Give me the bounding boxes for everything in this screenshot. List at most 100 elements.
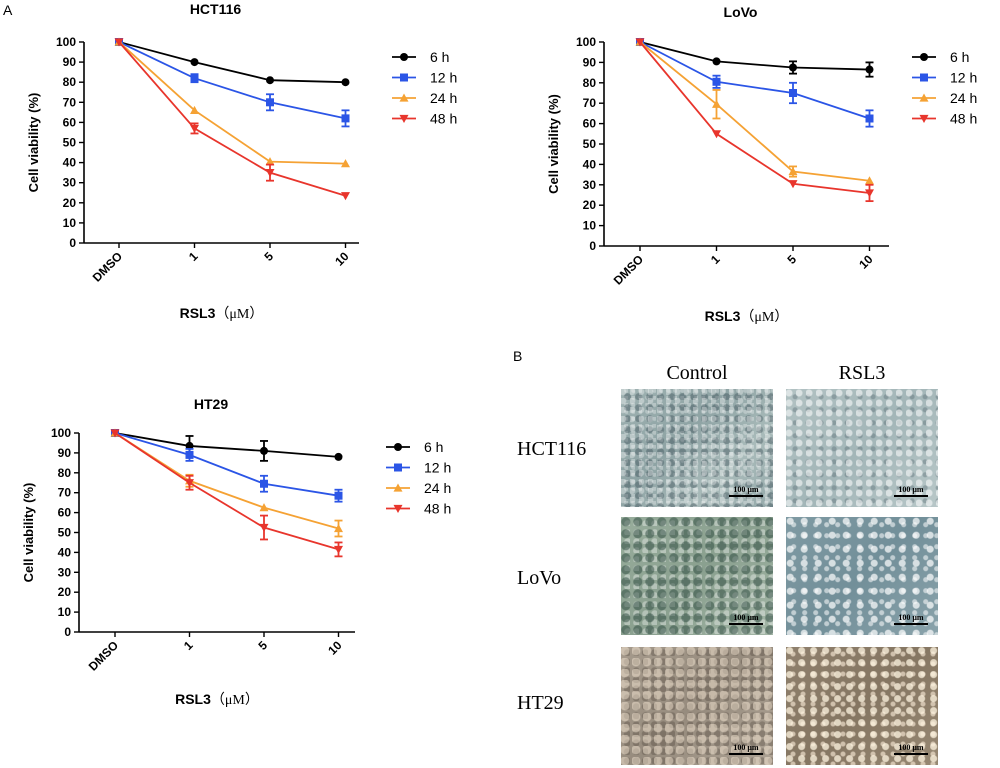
legend-item-12-h: 12 h bbox=[386, 460, 451, 476]
legend-label-48-h: 48 h bbox=[424, 501, 451, 517]
micrograph-hct116-control: 100 μm bbox=[621, 389, 773, 507]
series-line-48-h bbox=[114, 432, 339, 551]
series-12-h bbox=[111, 429, 343, 503]
series-line-12-h bbox=[639, 41, 870, 120]
series-24-h bbox=[635, 37, 874, 185]
x-tick-label-10: 10 bbox=[325, 638, 345, 658]
series-line-48-h bbox=[639, 41, 870, 194]
y-axis-label: Cell viability (%) bbox=[21, 483, 36, 583]
y-tick-label: 0 bbox=[64, 625, 71, 639]
legend-label-24-h: 24 h bbox=[950, 90, 977, 106]
row-header-ht29: HT29 bbox=[517, 692, 564, 714]
y-tick-label: 10 bbox=[583, 219, 597, 233]
panel-label-b: B bbox=[513, 348, 523, 364]
legend-label-48-h: 48 h bbox=[950, 111, 977, 127]
data-point-6-h-1 bbox=[712, 57, 721, 66]
y-tick-label: 80 bbox=[583, 76, 597, 90]
data-point-24-h-1 bbox=[190, 105, 199, 114]
legend-marker-24-h bbox=[399, 93, 409, 102]
x-axis-label-text: RSL3 bbox=[180, 305, 216, 321]
data-point-48-h-dmso bbox=[635, 38, 645, 47]
series-line-24-h bbox=[114, 432, 339, 530]
legend-marker-12-h bbox=[400, 73, 408, 82]
series-48-h bbox=[635, 38, 874, 203]
legend-marker-48-h bbox=[399, 114, 409, 123]
data-point-12-h-5 bbox=[789, 89, 797, 97]
legend-item-6-h: 6 h bbox=[392, 49, 449, 65]
legend-item-48-h: 48 h bbox=[912, 111, 977, 127]
series-line-12-h bbox=[114, 432, 339, 497]
y-tick-label: 70 bbox=[58, 486, 72, 500]
panel-label-a: A bbox=[3, 2, 13, 18]
data-point-24-h-5 bbox=[265, 157, 275, 166]
data-point-48-h-1 bbox=[190, 124, 199, 133]
legend-marker-48-h bbox=[919, 114, 929, 123]
data-point-48-h-dmso bbox=[114, 38, 124, 47]
x-tick-label-1: 1 bbox=[181, 638, 196, 653]
y-tick-label: 100 bbox=[51, 426, 71, 440]
y-tick-label: 70 bbox=[583, 96, 597, 110]
series-line-6-h bbox=[118, 41, 346, 84]
data-point-12-h-1 bbox=[190, 74, 199, 83]
chart-title: HCT116 bbox=[190, 1, 242, 17]
data-point-24-h-10 bbox=[334, 524, 343, 533]
y-axis-label: Cell viability (%) bbox=[26, 93, 41, 193]
data-point-6-h-5 bbox=[266, 76, 274, 85]
data-point-6-h-10 bbox=[334, 452, 343, 461]
data-point-6-h-1 bbox=[185, 441, 194, 450]
y-tick-label: 30 bbox=[583, 178, 597, 192]
data-point-6-h-1 bbox=[190, 58, 199, 67]
legend-marker-6-h bbox=[400, 53, 408, 61]
data-point-12-h-5 bbox=[266, 98, 274, 107]
data-point-48-h-5 bbox=[265, 169, 275, 178]
column-header-control: Control bbox=[666, 362, 728, 384]
y-tick-label: 50 bbox=[63, 136, 77, 150]
data-point-12-h-10 bbox=[865, 114, 874, 123]
data-point-24-h-10 bbox=[865, 176, 874, 185]
legend-label-24-h: 24 h bbox=[424, 480, 451, 496]
scale-bar: 100 μm bbox=[729, 743, 763, 755]
y-tick-label: 0 bbox=[69, 236, 76, 250]
x-axis-label-unit: （μM） bbox=[215, 306, 263, 322]
legend-item-24-h: 24 h bbox=[386, 480, 451, 496]
data-point-48-h-10 bbox=[341, 192, 350, 201]
data-point-12-h-1 bbox=[185, 450, 194, 459]
x-axis-label: RSL3（μM） bbox=[180, 305, 264, 322]
y-tick-label: 60 bbox=[583, 117, 597, 131]
y-tick-label: 50 bbox=[58, 526, 72, 540]
data-point-6-h-5 bbox=[260, 446, 268, 455]
scale-bar: 100 μm bbox=[894, 613, 928, 625]
y-axis-label: Cell viability (%) bbox=[546, 94, 561, 194]
legend-label-12-h: 12 h bbox=[430, 70, 457, 86]
data-point-12-h-5 bbox=[260, 479, 268, 488]
y-tick-label: 100 bbox=[576, 35, 596, 49]
data-point-48-h-1 bbox=[185, 479, 194, 488]
series-line-6-h bbox=[114, 432, 339, 458]
legend-marker-6-h bbox=[920, 53, 928, 61]
series-6-h bbox=[111, 429, 343, 462]
x-axis-label: RSL3（μM） bbox=[175, 691, 259, 708]
series-line-24-h bbox=[118, 41, 346, 165]
y-tick-label: 20 bbox=[583, 198, 597, 212]
y-tick-label: 30 bbox=[63, 176, 77, 190]
x-axis-label: RSL3（μM） bbox=[705, 308, 789, 325]
legend-item-24-h: 24 h bbox=[912, 90, 977, 106]
data-point-48-h-10 bbox=[865, 189, 874, 198]
series-line-48-h bbox=[118, 41, 346, 197]
legend-label-12-h: 12 h bbox=[424, 460, 451, 476]
legend-label-48-h: 48 h bbox=[430, 111, 457, 127]
legend-item-12-h: 12 h bbox=[912, 70, 977, 86]
data-point-24-h-5 bbox=[788, 167, 798, 176]
legend-label-6-h: 6 h bbox=[950, 49, 969, 65]
series-line-12-h bbox=[118, 41, 346, 120]
y-tick-label: 80 bbox=[63, 75, 77, 89]
y-tick-label: 0 bbox=[589, 239, 596, 253]
x-tick-label-5: 5 bbox=[255, 638, 270, 653]
data-point-24-h-5 bbox=[259, 503, 269, 512]
micrograph-lovo-rsl3: 100 μm bbox=[786, 517, 938, 635]
series-line-24-h bbox=[639, 41, 870, 182]
data-point-12-h-10 bbox=[341, 114, 350, 123]
y-tick-label: 90 bbox=[63, 55, 77, 69]
